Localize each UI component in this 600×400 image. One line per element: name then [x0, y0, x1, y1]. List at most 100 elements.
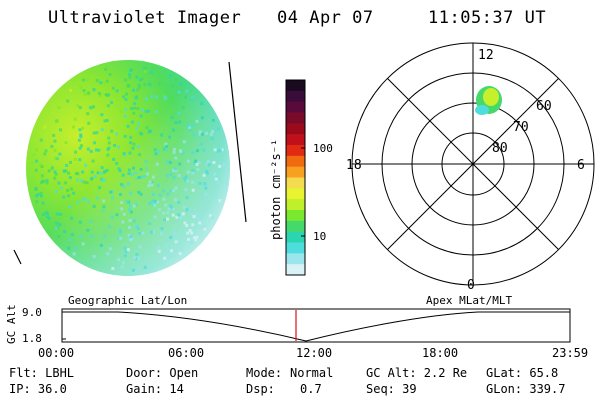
noise-pixel	[128, 219, 132, 222]
noise-pixel	[103, 178, 106, 182]
noise-pixel	[128, 76, 132, 79]
noise-pixel	[64, 181, 68, 185]
noise-pixel	[76, 178, 79, 182]
noise-pixel	[157, 249, 161, 253]
noise-pixel	[140, 175, 144, 179]
noise-pixel	[50, 144, 54, 148]
noise-pixel	[35, 148, 38, 152]
noise-pixel	[191, 123, 195, 127]
noise-pixel	[141, 108, 144, 112]
colorbar-cell	[286, 90, 305, 103]
noise-pixel	[109, 190, 113, 194]
noise-pixel	[210, 137, 214, 140]
noise-pixel	[79, 86, 83, 89]
noise-pixel	[158, 208, 161, 212]
noise-pixel	[135, 126, 139, 130]
noise-pixel	[85, 181, 89, 185]
noise-pixel	[125, 92, 128, 96]
noise-pixel	[165, 174, 169, 178]
altitude-curve	[62, 311, 570, 342]
noise-pixel	[127, 182, 130, 186]
noise-pixel	[141, 231, 145, 235]
noise-pixel	[184, 175, 188, 179]
noise-pixel	[174, 156, 178, 160]
noise-pixel	[55, 190, 58, 193]
noise-pixel	[181, 151, 185, 155]
noise-pixel	[180, 247, 184, 251]
noise-pixel	[67, 171, 70, 175]
noise-pixel	[57, 235, 61, 239]
noise-pixel	[73, 117, 77, 121]
colorbar-cell	[286, 101, 305, 113]
noise-pixel	[101, 209, 105, 213]
noise-pixel	[194, 159, 198, 163]
colorbar-cell	[286, 166, 305, 178]
noise-pixel	[119, 236, 123, 240]
disk-shading	[26, 60, 230, 276]
noise-pixel	[163, 97, 167, 101]
noise-pixel	[174, 78, 178, 82]
noise-pixel	[123, 246, 127, 250]
mlt-label-6: 6	[577, 158, 585, 173]
noise-pixel	[140, 132, 144, 136]
noise-pixel	[68, 238, 72, 242]
noise-pixel	[170, 115, 174, 119]
noise-pixel	[77, 138, 81, 142]
noise-pixel	[136, 107, 140, 110]
time-tick-2359: 23:59	[552, 346, 588, 360]
noise-pixel	[106, 104, 110, 108]
noise-pixel	[136, 145, 140, 148]
noise-pixel	[166, 217, 169, 221]
noise-pixel	[129, 238, 132, 242]
noise-pixel	[170, 249, 174, 253]
noise-pixel	[121, 261, 125, 265]
noise-pixel	[202, 173, 206, 177]
noise-pixel	[171, 84, 175, 88]
colorbar-unit-label: photon cm⁻²s⁻¹	[269, 139, 283, 240]
time-tick-1800: 18:00	[422, 346, 458, 360]
noise-pixel	[117, 258, 121, 262]
noise-pixel	[164, 203, 168, 207]
noise-pixel	[149, 129, 152, 133]
noise-pixel	[193, 236, 196, 240]
noise-pixel	[195, 119, 199, 123]
noise-pixel	[43, 125, 47, 129]
noise-pixel	[67, 194, 71, 198]
noise-pixel	[70, 233, 74, 237]
noise-pixel	[143, 265, 147, 269]
noise-pixel	[129, 210, 133, 214]
noise-pixel	[120, 183, 124, 187]
noise-pixel	[135, 252, 139, 256]
noise-pixel	[130, 172, 134, 176]
colorbar-cell	[286, 177, 305, 189]
noise-pixel	[154, 152, 158, 156]
noise-pixel	[99, 243, 103, 247]
noise-pixel	[152, 193, 155, 196]
noise-pixel	[128, 73, 132, 76]
noise-pixel	[135, 257, 139, 261]
noise-pixel	[162, 211, 165, 215]
noise-pixel	[135, 224, 139, 228]
noise-pixel	[39, 194, 43, 198]
noise-pixel	[191, 223, 195, 227]
noise-pixel	[101, 69, 105, 73]
noise-pixel	[64, 141, 68, 145]
noise-pixel	[92, 205, 96, 208]
noise-pixel	[80, 179, 84, 183]
noise-pixel	[156, 200, 160, 204]
noise-pixel	[132, 204, 136, 208]
noise-pixel	[127, 83, 131, 87]
noise-pixel	[69, 187, 73, 191]
noise-pixel	[213, 148, 217, 152]
colorbar-cell	[286, 220, 305, 233]
noise-pixel	[171, 189, 175, 193]
noise-pixel	[153, 200, 157, 204]
noise-pixel	[151, 199, 155, 203]
noise-pixel	[182, 140, 186, 144]
noise-pixel	[174, 198, 177, 202]
noise-pixel	[45, 179, 49, 183]
colorbar-cell	[286, 155, 305, 168]
noise-pixel	[65, 163, 69, 167]
noise-pixel	[173, 237, 177, 241]
